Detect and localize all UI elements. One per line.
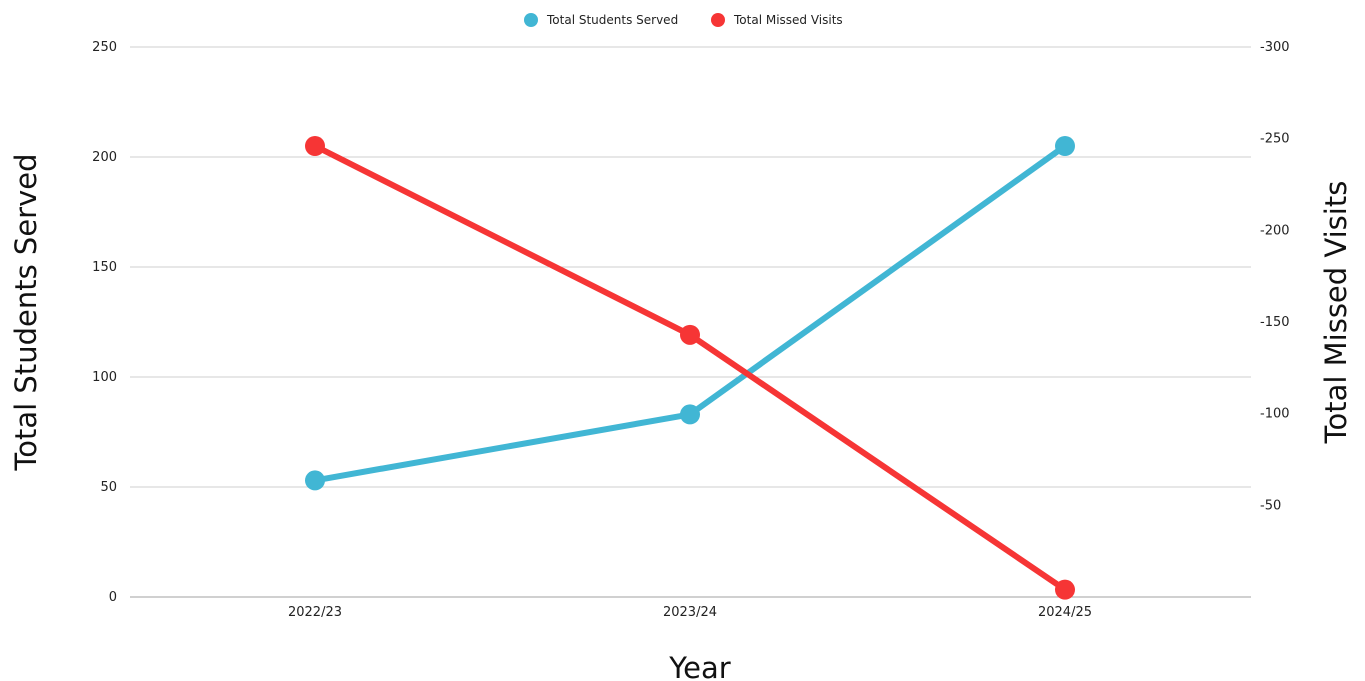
right-y-axis-ticks: -50 -100 -150 -200 -250 -300 [1260, 40, 1290, 513]
right-y-tick-label: -300 [1260, 40, 1290, 55]
y-axis-left-title: Total Students Served [9, 153, 43, 471]
right-y-tick-label: -200 [1260, 223, 1290, 238]
left-y-tick-label: 50 [100, 480, 117, 495]
legend-label: Total Students Served [546, 13, 678, 27]
left-y-axis-ticks: 0 50 100 150 200 250 [92, 40, 117, 605]
legend-marker [524, 13, 538, 27]
x-tick-label: 2024/25 [1038, 605, 1092, 620]
right-y-tick-label: -50 [1260, 498, 1281, 513]
legend: Total Students Served Total Missed Visits [524, 13, 843, 27]
x-axis-ticks: 2022/23 2023/24 2024/25 [288, 605, 1092, 620]
data-point-total-missed-visits [680, 324, 700, 345]
gridlines [130, 46, 1251, 598]
data-point-total-students-served [1055, 136, 1075, 156]
left-y-tick-label: 0 [109, 590, 117, 605]
x-tick-label: 2022/23 [288, 605, 342, 620]
data-point-total-missed-visits [1055, 579, 1075, 600]
right-y-tick-label: -150 [1260, 315, 1290, 330]
left-y-tick-label: 100 [92, 370, 117, 385]
x-axis-title: Year [668, 651, 730, 681]
series-line-total-students-served [312, 143, 1068, 484]
left-y-tick-label: 250 [92, 40, 117, 55]
right-y-tick-label: -250 [1260, 132, 1290, 147]
left-y-tick-label: 200 [92, 150, 117, 165]
data-point-total-missed-visits [305, 136, 325, 156]
right-y-tick-label: -100 [1260, 407, 1290, 422]
legend-label: Total Missed Visits [733, 13, 843, 27]
data-point-total-students-served [680, 404, 700, 425]
x-tick-label: 2023/24 [663, 605, 717, 620]
left-y-tick-label: 150 [92, 260, 117, 275]
series-line-total-missed-visits [312, 143, 1068, 593]
legend-marker [711, 13, 725, 27]
y-axis-right-title: Total Missed Visits [1319, 181, 1353, 445]
data-point-total-students-served [305, 470, 325, 491]
series-group [305, 136, 1075, 600]
